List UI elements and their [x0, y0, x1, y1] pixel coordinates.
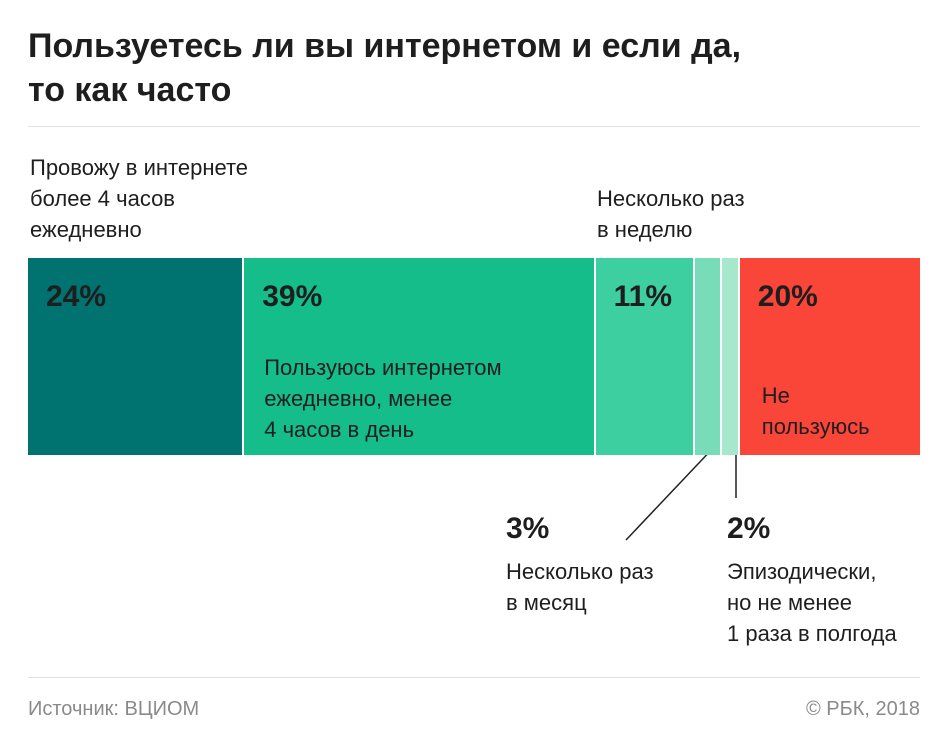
category-label: Пользуюсь интернетом ежедневно, менее 4 … [264, 355, 502, 442]
bar-segment [721, 258, 738, 455]
credit: © РБК, 2018 [805, 698, 920, 720]
chart-title: Пользуетесь ли вы интернетом и если да, … [28, 27, 742, 109]
source: Источник: ВЦИОМ [28, 698, 200, 720]
bar-segment [244, 258, 594, 455]
category-label: Не пользуюсь [761, 383, 870, 439]
value-label: 24% [46, 280, 107, 313]
divider [28, 126, 920, 127]
bar-segment [694, 258, 720, 455]
leader-line [625, 445, 716, 541]
category-label: Эпизодически, но не менее 1 раза в полго… [727, 559, 897, 646]
category-label: Несколько раз в месяц [506, 559, 654, 615]
value-label: 39% [262, 280, 323, 313]
value-label: 11% [613, 280, 673, 313]
value-label: 20% [757, 280, 818, 313]
divider [28, 677, 920, 678]
bar-segment [739, 258, 920, 455]
category-label: Провожу в интернете более 4 часов ежедне… [30, 155, 249, 242]
category-label: Несколько раз в неделю [597, 186, 745, 242]
bar-segment [28, 258, 243, 455]
value-label: 2% [727, 512, 771, 545]
value-label: 3% [506, 512, 550, 545]
bar-segment [595, 258, 693, 455]
